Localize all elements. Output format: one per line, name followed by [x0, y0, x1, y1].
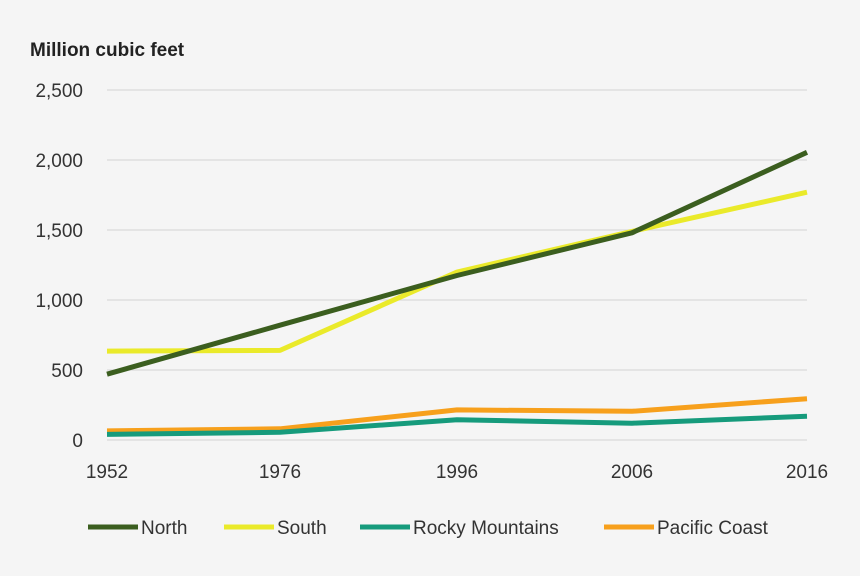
x-tick-label: 2016 — [786, 462, 828, 483]
x-tick-label: 1976 — [259, 462, 301, 483]
series-lines — [106, 150, 809, 437]
x-tick-label: 2006 — [611, 462, 653, 483]
series-line-south — [106, 189, 808, 354]
y-tick-label: 500 — [51, 361, 83, 382]
y-tick-label: 1,000 — [35, 291, 83, 312]
x-tick-label: 1996 — [436, 462, 478, 483]
y-tick-label: 1,500 — [35, 221, 83, 242]
x-tick-label: 1952 — [86, 462, 128, 483]
legend-item-pacific-coast: Pacific Coast — [604, 518, 769, 539]
y-axis-ticks: 0 500 1,000 1,500 2,000 2,500 — [35, 81, 83, 452]
y-tick-label: 0 — [72, 431, 83, 452]
y-tick-label: 2,000 — [35, 151, 83, 172]
series-line-north — [106, 150, 809, 377]
legend: North South Rocky Mountains Pacific Coast — [88, 518, 769, 539]
legend-item-rocky-mountains: Rocky Mountains — [360, 518, 559, 539]
legend-label: Rocky Mountains — [413, 518, 559, 539]
legend-item-south: South — [224, 518, 327, 539]
legend-label: South — [277, 518, 327, 539]
legend-item-north: North — [88, 518, 187, 539]
y-tick-label: 2,500 — [35, 81, 83, 102]
y-axis-title: Million cubic feet — [30, 40, 185, 61]
x-axis-ticks: 1952 1976 1996 2006 2016 — [86, 462, 828, 483]
legend-label: Pacific Coast — [657, 518, 769, 539]
gridlines — [107, 89, 807, 441]
series-line-rocky-mountains — [106, 413, 808, 437]
series-line-pacific-coast — [106, 396, 808, 434]
legend-label: North — [141, 518, 187, 539]
